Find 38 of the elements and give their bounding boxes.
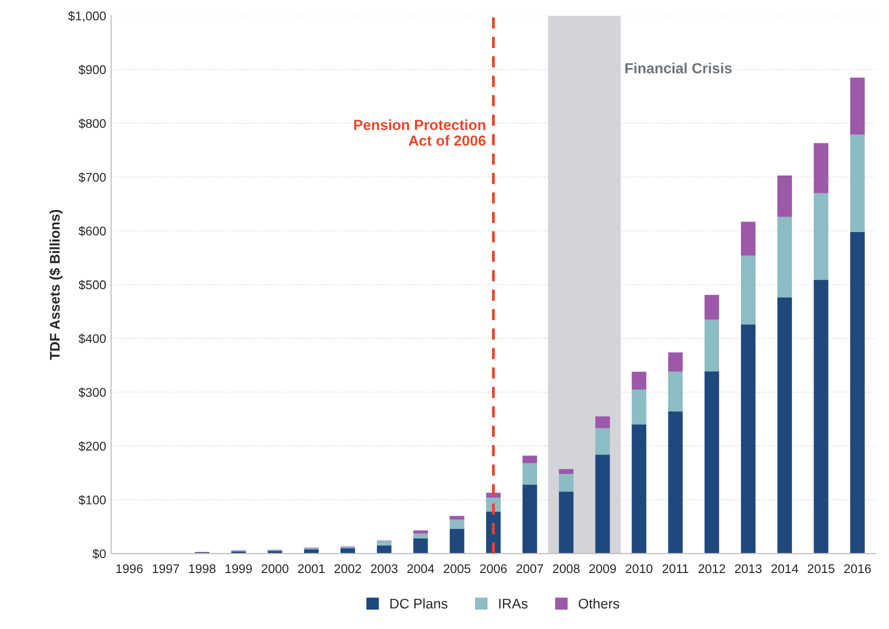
ref-line-label: Pension Protection Act of 2006 xyxy=(354,119,486,146)
y-tick-label: $700 xyxy=(78,172,106,182)
x-tick-label: 2015 xyxy=(808,564,834,574)
legend-label: Others xyxy=(578,598,620,609)
x-tick-label: 2006 xyxy=(480,564,507,574)
x-tick-label: 2013 xyxy=(734,564,762,574)
x-tick-label: 2008 xyxy=(552,564,580,574)
y-tick-label: $0 xyxy=(92,548,106,559)
x-tick-label: 2005 xyxy=(444,564,470,574)
y-axis-title: TDF Assets ($ Billions) xyxy=(49,210,62,360)
y-tick-label: $800 xyxy=(78,118,106,129)
y-tick-label: $400 xyxy=(78,334,106,344)
legend-label: DC Plans xyxy=(390,598,448,609)
x-tick-label: 2010 xyxy=(626,564,652,574)
y-tick-label: $200 xyxy=(78,441,106,452)
x-tick-label: 2016 xyxy=(844,564,871,574)
x-tick-label: 2011 xyxy=(662,564,688,574)
x-tick-label: 2004 xyxy=(407,564,434,574)
x-tick-label: 1999 xyxy=(226,564,252,574)
x-tick-label: 2003 xyxy=(370,564,398,574)
y-tick-label: $100 xyxy=(78,495,106,506)
x-tick-label: 2000 xyxy=(262,564,288,574)
x-tick-label: 1998 xyxy=(189,564,216,574)
x-tick-label: 1996 xyxy=(116,564,143,574)
y-tick-label: $1,000 xyxy=(68,11,106,22)
x-tick-label: 1997 xyxy=(152,564,180,574)
x-tick-label: 2007 xyxy=(516,564,544,574)
y-tick-label: $900 xyxy=(78,64,106,75)
x-tick-label: 2002 xyxy=(334,564,362,574)
x-tick-label: 2009 xyxy=(589,564,616,574)
band-label: Financial Crisis xyxy=(625,62,732,74)
x-tick-label: 2012 xyxy=(698,564,726,574)
x-tick-label: 2001 xyxy=(298,564,325,574)
y-tick-label: $300 xyxy=(78,387,106,398)
legend-label: IRAs xyxy=(499,598,528,609)
y-tick-label: $600 xyxy=(78,226,106,236)
y-tick-label: $500 xyxy=(78,280,106,290)
x-tick-label: 2014 xyxy=(771,564,798,574)
